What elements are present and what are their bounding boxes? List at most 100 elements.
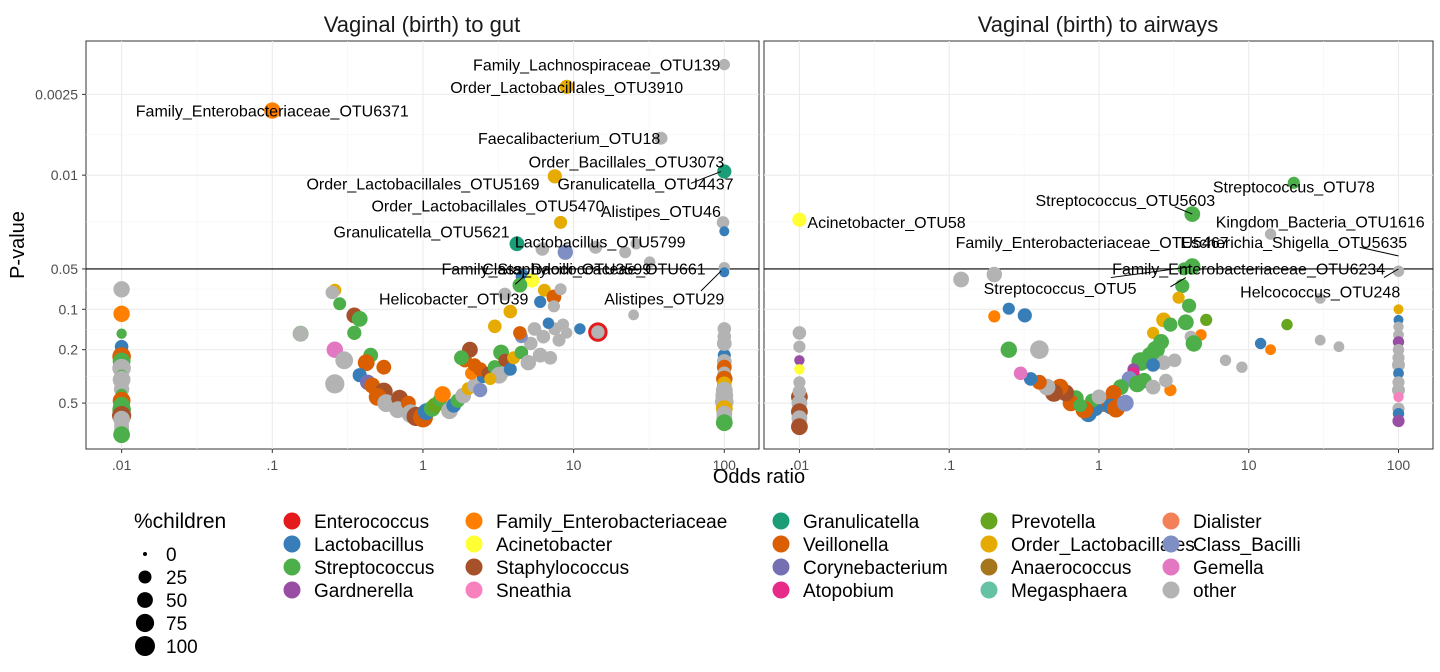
point-lactobacillus (1254, 337, 1267, 350)
legend-label: Order_Lactobacillales (1011, 535, 1195, 556)
x-axis: .01 .1 1 10 100 (112, 449, 736, 473)
point-gardnerella (1392, 336, 1405, 348)
point-other (554, 283, 567, 296)
leader-line (690, 171, 722, 184)
point-label: Class_Bacilli_OTU3599 (482, 261, 651, 278)
legend-key-sneathia (465, 581, 483, 599)
legend-key-other (1162, 581, 1180, 599)
legend-label: Staphylococcus (496, 558, 629, 579)
legend-key-prevotella (980, 512, 998, 530)
point-order-lactobacillales (503, 304, 518, 319)
point-streptococcus (1000, 341, 1017, 358)
y-tick-label: 0.1 (59, 301, 79, 317)
point-other (793, 376, 806, 389)
size-legend-label: 25 (166, 568, 187, 589)
point-other (717, 322, 732, 336)
x-tick-label: .01 (112, 457, 132, 473)
point-label: Escherichia_Shigella_OTU5635 (1180, 235, 1407, 252)
point-other (1314, 293, 1326, 304)
legend-label: Granulicatella (803, 512, 920, 533)
legend-key-staphylococcus (465, 558, 483, 576)
point-label: Order_Bacillales_OTU3073 (529, 154, 725, 171)
point-labels: Streptococcus_OTU78Streptococcus_OTU5603… (807, 180, 1424, 302)
point-other (292, 326, 309, 342)
legend-label: Enterococcus (314, 512, 429, 533)
point-lactobacillus (1002, 302, 1015, 315)
point-veillonella (357, 354, 375, 372)
legend-label: Megasphaera (1011, 581, 1128, 602)
point-gemella (1013, 366, 1028, 381)
point-streptococcus (1185, 335, 1203, 352)
panel-title: Vaginal (birth) to gut (324, 12, 520, 37)
point-order-lactobacillales (1393, 304, 1404, 315)
legend-label: Anaerococcus (1011, 558, 1131, 579)
y-tick-label: 0.05 (51, 261, 78, 277)
point-lactobacillus (503, 362, 517, 376)
legend-label: Acinetobacter (496, 535, 613, 556)
y-tick-label: 0.0025 (35, 86, 78, 102)
grid (764, 41, 1433, 449)
point-prevotella (1200, 313, 1213, 326)
legend-label: Gemella (1193, 558, 1264, 579)
point-streptococcus (454, 350, 469, 366)
x-tick-label: 10 (1241, 457, 1257, 473)
point-veillonella (376, 359, 392, 375)
point-streptococcus (512, 277, 528, 293)
point-streptococcus (1128, 375, 1146, 393)
point-label: Family_Enterobacteriaceae_OTU5467 (956, 235, 1229, 252)
point-other (1393, 321, 1404, 332)
point-label: Granulicatella_OTU5621 (334, 224, 510, 241)
x-tick-label: 10 (566, 457, 582, 473)
point-lactobacillus (719, 267, 730, 278)
point-lactobacillus (542, 317, 555, 329)
point-other (792, 326, 807, 340)
point-lactobacillus (1393, 367, 1404, 379)
point-other (644, 256, 656, 268)
point-other (1392, 358, 1405, 372)
point-other (335, 351, 354, 370)
point-gardnerella (1392, 414, 1405, 428)
leader-line (1359, 246, 1399, 257)
y-tick-label: 0.2 (59, 342, 79, 358)
point-acinetobacter (792, 212, 807, 227)
point-streptococcus (1182, 298, 1197, 313)
legend-label: Dialister (1193, 512, 1262, 533)
leader-line (700, 270, 722, 292)
x-tick-label: 100 (1387, 457, 1411, 473)
point-other (524, 336, 538, 351)
point-label: Streptococcus_OTU5603 (1035, 193, 1215, 210)
point-family-enterobacteriaceae (988, 310, 1001, 323)
size-legend-key (137, 592, 153, 608)
point-staphylococcus (791, 418, 808, 436)
point-streptococcus (351, 311, 368, 327)
point-other (716, 216, 730, 229)
point-label: Alistipes_OTU29 (604, 291, 724, 308)
legend-label: Atopobium (803, 581, 894, 602)
point-streptococcus (116, 328, 127, 339)
point-label: Order_Lactobacillales_OTU5169 (306, 176, 539, 193)
point-other (718, 58, 730, 71)
y-tick-label: 0.01 (51, 167, 78, 183)
point-streptococcus (1175, 278, 1190, 294)
x-tick-label: 100 (713, 457, 737, 473)
leader-line (1110, 266, 1193, 279)
legend-label: Lactobacillus (314, 535, 424, 556)
point-other (953, 271, 969, 288)
point-other (535, 242, 550, 256)
color-legend: EnterococcusLactobacillusStreptococcusGa… (283, 512, 1301, 602)
point-label: Helcococcus_OTU248 (1240, 284, 1400, 301)
legend-key-veillonella (772, 535, 790, 553)
point-other (654, 131, 668, 145)
legend-label: Veillonella (803, 535, 889, 556)
point-other (619, 246, 632, 259)
point-other (113, 281, 130, 298)
point-acinetobacter (794, 364, 805, 375)
point-order-lactobacillales (488, 319, 502, 334)
point-other (1091, 389, 1107, 405)
legend-key-order-lactobacillales (980, 535, 998, 553)
point-streptococcus (347, 325, 362, 340)
scatter-points (112, 58, 734, 444)
x-tick-label: .1 (266, 457, 278, 473)
point-other (527, 322, 542, 336)
